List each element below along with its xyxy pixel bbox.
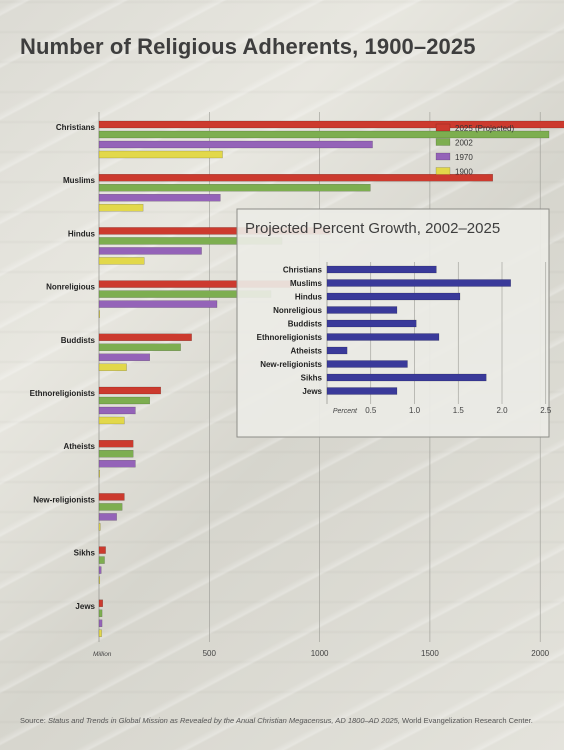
category-label-atheists: Atheists: [63, 442, 95, 451]
bar-nonreligious-1900: [98, 310, 101, 318]
inset-bar-nonreligious: [326, 306, 398, 314]
inset-x-tick-label: 1.0: [409, 406, 421, 415]
inset-category-label-sikhs: Sikhs: [301, 374, 323, 383]
inset-x-tick-label: 2.5: [540, 406, 552, 415]
bar-sikhs-2002: [98, 556, 105, 564]
bar-muslims-1900: [98, 203, 144, 212]
bar-new-religionists-2002: [98, 503, 123, 511]
bar-new-religionists-1900: [98, 523, 101, 531]
inset-bar-muslims: [326, 279, 511, 287]
bar-sikhs-1900: [98, 576, 101, 584]
bar-atheists-2002: [98, 450, 134, 458]
inset-category-label-new-religionists: New-religionists: [260, 360, 322, 369]
category-label-sikhs: Sikhs: [74, 549, 96, 558]
bar-new-religionists-1970: [98, 513, 117, 521]
bar-muslims-2002: [98, 183, 371, 192]
bar-atheists-1970: [98, 460, 136, 468]
category-label-hindus: Hindus: [68, 229, 96, 238]
inset-x-tick-label: 0.5: [365, 406, 377, 415]
bar-atheists-1900: [98, 470, 101, 478]
legend-label-1900: 1900: [455, 168, 473, 177]
bar-christians-1970: [98, 140, 373, 149]
bar-jews-2002: [98, 609, 103, 617]
inset-bar-buddists: [326, 319, 417, 328]
inset-category-label-buddists: Buddists: [288, 320, 323, 329]
inset-x-unit-label: Percent: [333, 408, 358, 415]
bar-buddists-2002: [98, 343, 181, 351]
bar-christians-1900: [98, 150, 223, 159]
inset-category-label-jews: Jews: [302, 387, 322, 396]
inset-bar-ethnoreligionists: [326, 333, 440, 341]
bar-new-religionists-2025-projected: [98, 493, 125, 501]
bar-muslims-2025-projected: [98, 173, 493, 182]
x-unit-label: Million: [93, 651, 112, 658]
footer-source-title: Status and Trends in Global Mission as R…: [47, 716, 400, 725]
category-label-christians: Christians: [56, 123, 96, 132]
legend-swatch-1970: [435, 152, 451, 161]
bar-buddists-2025-projected: [98, 333, 192, 341]
legend-label-1970: 1970: [455, 153, 473, 162]
bar-jews-1900: [98, 629, 102, 637]
inset-x-tick-label: 2.0: [496, 406, 508, 415]
bar-sikhs-1970: [98, 566, 102, 574]
inset-bar-atheists: [326, 346, 348, 355]
category-label-nonreligious: Nonreligious: [46, 283, 95, 292]
category-label-new-religionists: New-religionists: [33, 495, 95, 504]
inset-category-label-hindus: Hindus: [295, 293, 323, 302]
bar-ethnoreligionists-1970: [98, 406, 136, 415]
inset-bar-sikhs: [326, 373, 487, 382]
inset-x-tick-label: 1.5: [453, 406, 465, 415]
bar-christians-2025-projected: [98, 120, 564, 129]
legend-swatch-2025-projected: [435, 123, 451, 132]
bar-hindus-1970: [98, 247, 202, 255]
legend-swatch-2002: [435, 138, 451, 146]
bar-jews-1970: [98, 619, 103, 627]
inset-category-label-muslims: Muslims: [290, 279, 323, 288]
inset-category-label-ethnoreligionists: Ethnoreligionists: [257, 333, 323, 342]
legend-label-2025-projected: 2025 (Projected): [455, 124, 514, 133]
bar-jews-2025-projected: [98, 599, 103, 607]
bar-buddists-1970: [98, 353, 150, 361]
bar-buddists-1900: [98, 363, 127, 371]
bar-ethnoreligionists-2002: [98, 396, 150, 405]
bar-nonreligious-1970: [98, 300, 218, 308]
category-label-buddists: Buddists: [61, 336, 96, 345]
inset-panel: [236, 208, 550, 438]
inset-bar-christians: [326, 265, 437, 274]
bar-muslims-1970: [98, 193, 221, 202]
bar-ethnoreligionists-2025-projected: [98, 386, 161, 395]
bar-hindus-1900: [98, 257, 145, 265]
x-tick-label: 1000: [311, 649, 329, 658]
x-tick-label: 1500: [421, 649, 439, 658]
footer-prefix: Source:: [20, 716, 48, 725]
chart-title: Number of Religious Adherents, 1900–2025: [20, 34, 476, 59]
inset-title: Projected Percent Growth, 2002–2025: [245, 220, 500, 237]
legend-swatch-1900: [435, 167, 451, 175]
category-label-ethnoreligionists: Ethnoreligionists: [30, 389, 96, 398]
x-tick-label: 500: [203, 649, 217, 658]
footer-suffix: World Evangelization Research Center.: [399, 716, 533, 725]
inset-bar-hindus: [326, 292, 461, 301]
inset-bar-jews: [326, 387, 398, 395]
legend-label-2002: 2002: [455, 139, 473, 148]
category-label-muslims: Muslims: [63, 176, 96, 185]
bar-sikhs-2025-projected: [98, 546, 106, 554]
x-tick-label: 2000: [531, 649, 549, 658]
inset-category-label-atheists: Atheists: [290, 347, 322, 356]
source-footnote: Source: Status and Trends in Global Miss…: [20, 716, 540, 726]
bar-ethnoreligionists-1900: [98, 416, 125, 425]
category-label-jews: Jews: [75, 602, 95, 611]
inset-bar-new-religionists: [326, 360, 408, 368]
bar-atheists-2025-projected: [98, 440, 134, 448]
inset-category-label-christians: Christians: [283, 266, 323, 275]
inset-category-label-nonreligious: Nonreligious: [273, 306, 322, 315]
bar-christians-2002: [98, 130, 550, 139]
